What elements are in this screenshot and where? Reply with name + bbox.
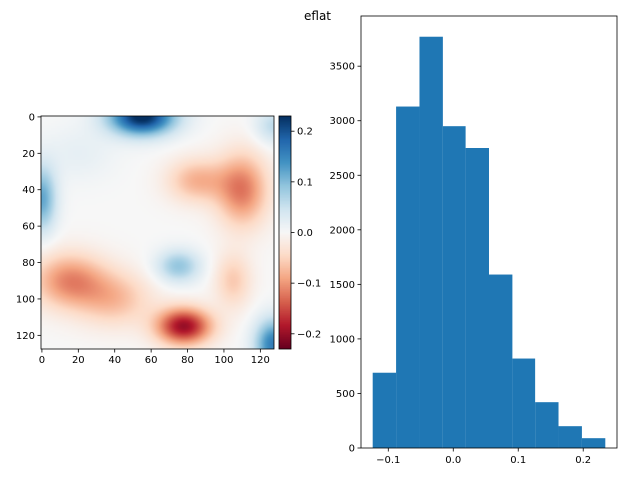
heatmap-image: [41, 116, 274, 349]
histogram-bar: [581, 438, 606, 448]
colorbar-tick-label: 0.1: [297, 177, 313, 188]
heatmap-y-tick-label: 100: [16, 294, 35, 305]
histogram-y-tick-label: 3000: [330, 116, 355, 127]
histogram-y-tick-label: 1000: [330, 334, 355, 345]
histogram-bar: [372, 372, 397, 448]
heatmap-x-tick-label: 0: [39, 355, 45, 366]
figure-title: eflat: [304, 9, 331, 23]
heatmap-panel: 0 20 40 60 80 100 120 0 20 40 60 80 100 120: [16, 112, 275, 366]
colorbar: 0.2 0.1 0.0 −0.1 −0.2: [278, 115, 321, 350]
histogram-frame: [360, 15, 618, 449]
histogram-y-tick-label: 1500: [330, 280, 355, 291]
histogram-bar: [489, 274, 513, 448]
heatmap-x-tick-label: 80: [181, 355, 194, 366]
heatmap-y-tick-label: 0: [29, 112, 35, 123]
histogram-bar: [419, 36, 443, 449]
histogram-y-axis: 0 500 1000 1500 2000 2500 3000 3500: [330, 62, 361, 455]
histogram-bar: [396, 106, 420, 448]
histogram-y-tick-label: 2500: [330, 171, 355, 182]
heatmap-x-tick-label: 20: [72, 355, 85, 366]
heatmap-x-tick-label: 100: [214, 355, 233, 366]
histogram-y-tick-label: 0: [349, 444, 355, 455]
histogram-y-tick-label: 2000: [330, 225, 355, 236]
colorbar-tick-label: −0.2: [297, 329, 321, 340]
heatmap-x-tick-label: 60: [145, 355, 158, 366]
heatmap-x-tick-label: 40: [108, 355, 121, 366]
colorbar-tick-label: 0.0: [297, 228, 313, 239]
heatmap-y-tick-label: 60: [22, 222, 35, 233]
heatmap-x-tick-label: 120: [251, 355, 270, 366]
colorbar-tick-label: 0.2: [297, 127, 313, 138]
histogram-x-tick-label: 0.0: [445, 455, 461, 466]
histogram-y-tick-label: 500: [336, 389, 355, 400]
colorbar-axis: 0.2 0.1 0.0 −0.1 −0.2: [291, 127, 321, 340]
histogram-x-tick-label: 0.2: [575, 455, 591, 466]
heatmap-y-tick-label: 20: [22, 149, 35, 160]
histogram-x-tick-label: −0.1: [376, 455, 400, 466]
histogram-y-tick-label: 3500: [330, 62, 355, 73]
heatmap-x-axis: 0 20 40 60 80 100 120: [39, 349, 270, 366]
histogram-bar: [465, 148, 489, 448]
histogram-x-tick-label: 0.1: [510, 455, 526, 466]
colorbar-tick-label: −0.1: [297, 279, 321, 290]
histogram-bar: [535, 402, 559, 448]
histogram-bars: [372, 36, 606, 449]
heatmap-y-axis: 0 20 40 60 80 100 120: [16, 112, 41, 342]
heatmap-y-tick-label: 40: [22, 185, 35, 196]
histogram-bar: [442, 126, 466, 448]
histogram-panel: −0.1 0.0 0.1 0.2 0 500 1000 1500 2000 2500 3000 35…: [330, 15, 618, 466]
heatmap-y-tick-label: 80: [22, 258, 35, 269]
heatmap-frame: [40, 115, 275, 350]
histogram-bar: [512, 358, 536, 448]
histogram-bar: [558, 426, 582, 448]
histogram-x-axis: −0.1 0.0 0.1 0.2: [376, 448, 591, 466]
heatmap-y-tick-label: 120: [16, 331, 35, 342]
colorbar-gradient: [279, 116, 291, 349]
